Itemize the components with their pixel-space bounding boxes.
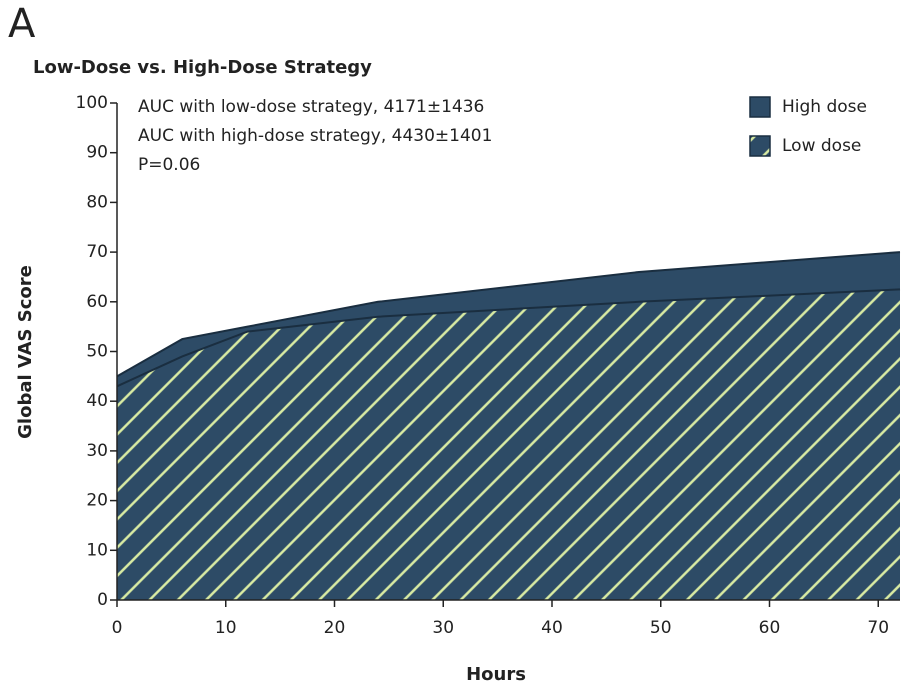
y-tick-label: 100	[76, 93, 108, 113]
legend-swatch	[749, 96, 771, 118]
x-tick-label: 70	[867, 618, 889, 638]
area-edge	[116, 251, 901, 378]
legend-label: Low dose	[782, 136, 861, 156]
x-axis-label: Hours	[466, 664, 526, 685]
y-tick-label: 30	[86, 441, 108, 461]
annotation: AUC with low-dose strategy, 4171±1436	[138, 97, 484, 117]
area	[117, 289, 900, 600]
area-edge	[116, 288, 901, 388]
y-tick-label: 10	[86, 540, 108, 560]
y-tick-label: 70	[86, 242, 108, 262]
legend-swatch	[749, 135, 771, 157]
x-tick-label: 60	[759, 618, 781, 638]
x-tick-label: 50	[650, 618, 672, 638]
chart-title: Low-Dose vs. High-Dose Strategy	[33, 57, 372, 78]
panel-label: A	[8, 1, 36, 47]
legend-label: High dose	[782, 97, 867, 117]
x-tick-label: 0	[112, 618, 123, 638]
y-tick-label: 80	[86, 192, 108, 212]
x-tick-label: 40	[541, 618, 563, 638]
y-tick-label: 40	[86, 391, 108, 411]
y-tick-label: 90	[86, 143, 108, 163]
annotation: AUC with high-dose strategy, 4430±1401	[138, 126, 492, 146]
x-tick-label: 30	[432, 618, 454, 638]
y-tick-label: 0	[97, 590, 108, 610]
x-tick-label: 20	[324, 618, 346, 638]
y-axis-label: Global VAS Score	[15, 265, 36, 439]
y-tick-label: 20	[86, 491, 108, 511]
x-tick-label: 10	[215, 618, 237, 638]
y-tick-label: 50	[86, 342, 108, 362]
y-tick-label: 60	[86, 292, 108, 312]
annotation: P=0.06	[138, 155, 200, 175]
